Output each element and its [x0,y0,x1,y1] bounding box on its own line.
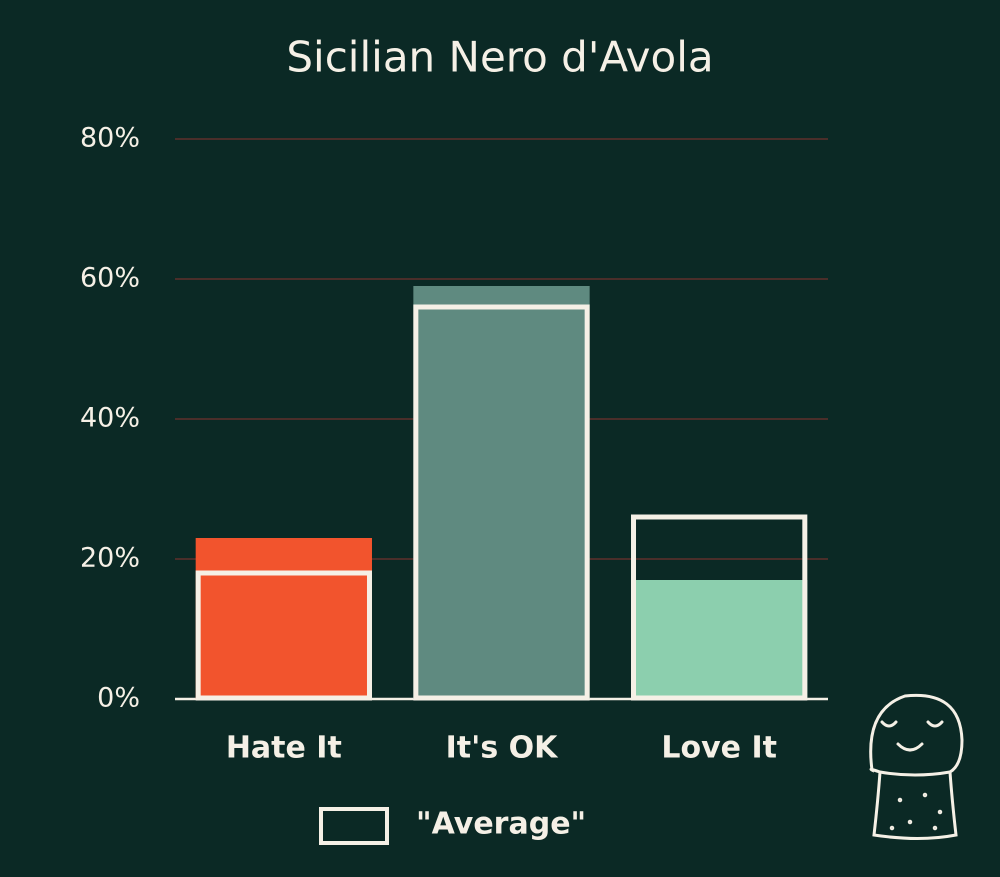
average-outline [631,514,808,701]
y-tick-label: 40% [80,403,140,434]
bar [195,538,372,699]
average-outline [413,304,590,701]
cork-mascot [869,693,964,840]
bar [413,286,590,699]
chart-title: Sicilian Nero d'Avola [286,33,713,82]
average-outline [195,570,372,701]
y-tick-label: 80% [80,123,140,154]
legend-label: "Average" [416,807,586,842]
y-tick-label: 20% [80,543,140,574]
y-tick-label: 0% [97,683,140,714]
x-tick-label: It's OK [446,731,559,766]
bar [631,580,808,699]
x-tick-label: Love It [661,731,777,766]
x-tick-label: Hate It [226,731,342,766]
y-tick-label: 60% [80,263,140,294]
legend-swatch [319,807,389,845]
